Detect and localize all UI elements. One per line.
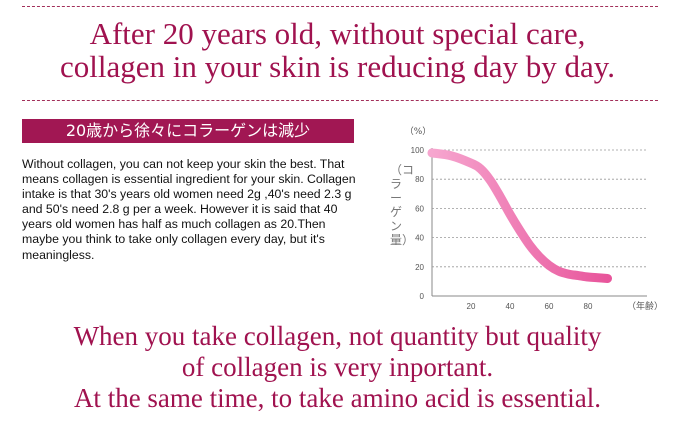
- y-tick-label-40: 40: [415, 234, 424, 243]
- top-headline-line-1: After 20 years old, without special care…: [89, 16, 586, 51]
- x-tick-label-60: 60: [545, 302, 554, 311]
- top-dotted-rule: [22, 6, 658, 7]
- section-label: 20歳から徐々にコラーゲンは減少: [22, 119, 354, 143]
- x-unit-label: （年齢）: [627, 300, 662, 312]
- x-tick-label-40: 40: [506, 302, 515, 311]
- middle-dotted-rule: [22, 100, 658, 101]
- bottom-headline-line-3: At the same time, to take amino acid is …: [73, 383, 602, 414]
- y-tick-label-100: 100: [411, 146, 425, 155]
- x-tick-label-20: 20: [467, 302, 476, 311]
- bottom-headline-line-1: When you take collagen, not quantity but…: [73, 321, 602, 351]
- y-tick-label-0: 0: [420, 292, 425, 301]
- bottom-headline: When you take collagen, not quantity but…: [0, 321, 675, 414]
- x-tick-label-80: 80: [584, 302, 593, 311]
- bottom-headline-line-2: of collagen is very inportant.: [181, 352, 494, 383]
- top-headline: After 20 years old, without special care…: [0, 17, 675, 84]
- y-tick-label-80: 80: [415, 175, 424, 184]
- y-tick-label-20: 20: [415, 263, 424, 272]
- y-tick-label-60: 60: [415, 204, 424, 213]
- collagen-chart: 0 20 40 60 80 100 20 40 60 80 （%） （年齢）: [405, 126, 662, 312]
- body-paragraph: Without collagen, you can not keep your …: [22, 157, 356, 262]
- top-headline-line-2: collagen in your skin is reducing day by…: [59, 49, 615, 85]
- collagen-curve: [427, 148, 612, 283]
- y-unit-label: （%）: [405, 126, 432, 137]
